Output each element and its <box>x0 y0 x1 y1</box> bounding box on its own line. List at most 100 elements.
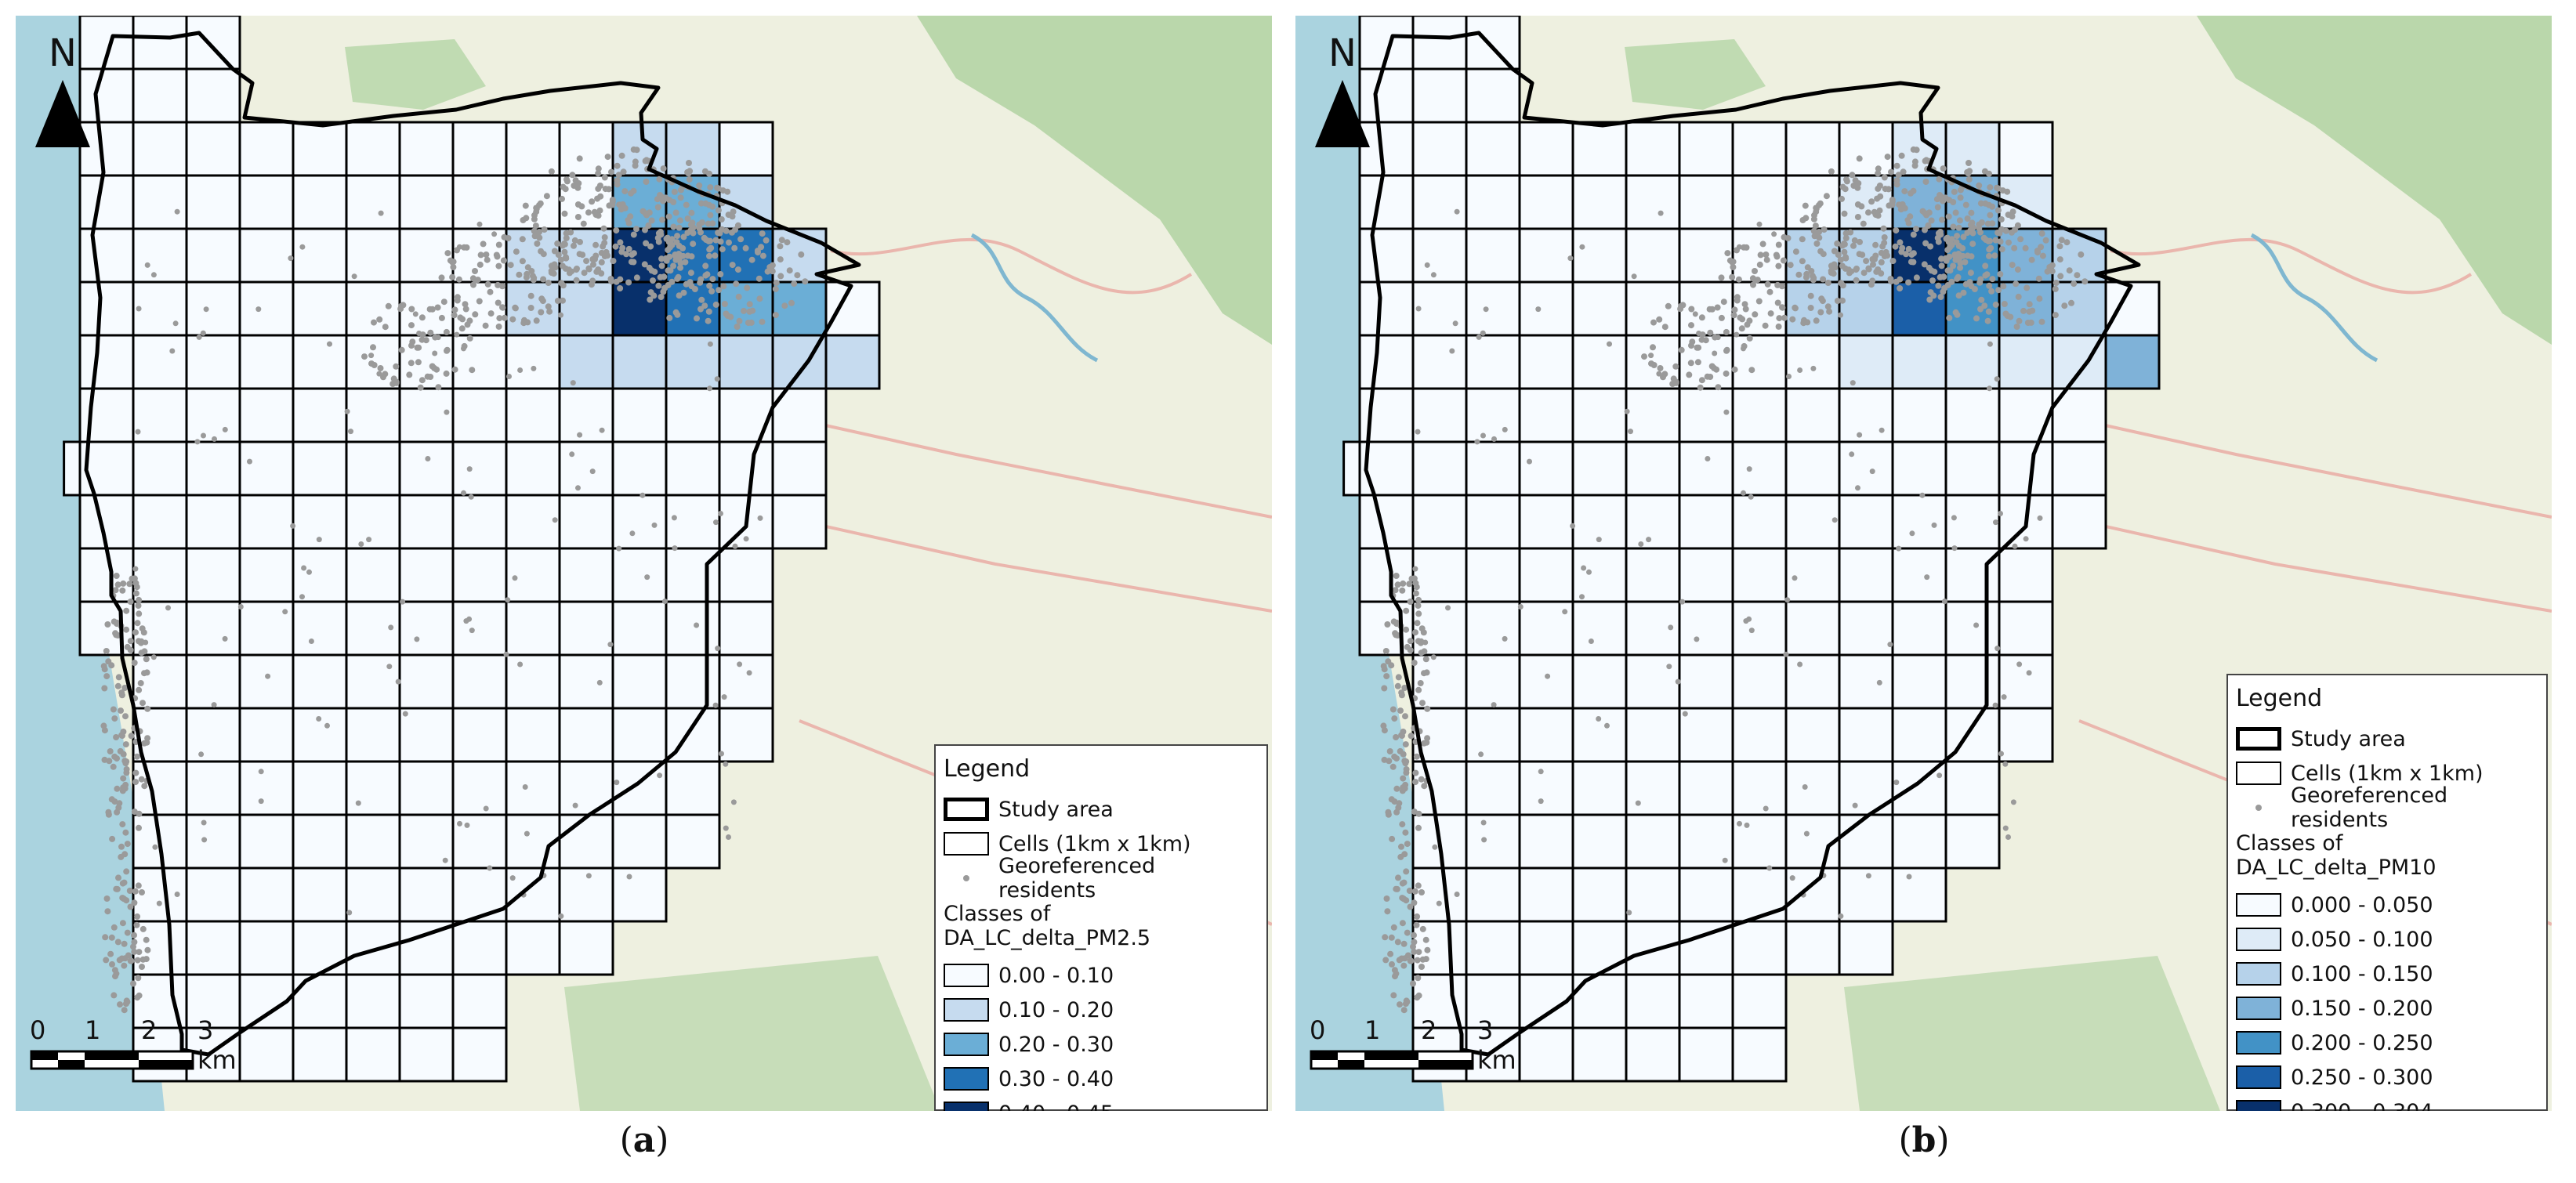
resident-dot <box>642 157 649 165</box>
resident-dot <box>552 517 558 523</box>
resident-dot <box>1759 241 1766 248</box>
resident-dot <box>1414 913 1421 920</box>
legend-label: Cells (1km x 1km) <box>998 831 1191 856</box>
resident-dot <box>676 292 683 299</box>
resident-dot <box>139 925 147 932</box>
resident-dot <box>1424 262 1430 268</box>
resident-dot <box>1881 240 1888 247</box>
grid-cell <box>1518 547 1574 603</box>
resident-dot <box>1998 216 2005 222</box>
resident-dot <box>144 705 151 712</box>
resident-dot <box>1954 233 1961 240</box>
grid-cell <box>1731 866 1788 923</box>
resident-dot <box>1878 259 1885 266</box>
grid-cell <box>1838 547 1894 603</box>
resident-dot <box>1803 830 1810 837</box>
resident-dot <box>734 324 741 330</box>
resident-dot <box>569 268 575 274</box>
resident-dot <box>697 276 705 283</box>
grid-cell <box>505 760 561 816</box>
grid-cell <box>185 600 241 657</box>
resident-dot <box>1686 371 1693 378</box>
resident-dot <box>719 751 724 757</box>
grid-cell <box>1518 920 1574 976</box>
resident-dot <box>647 243 654 250</box>
resident-dot <box>131 932 137 939</box>
resident-dot <box>119 587 126 594</box>
grid-cell <box>238 334 295 390</box>
resident-dot <box>1389 835 1396 842</box>
resident-dot <box>707 341 713 347</box>
legend-item-residents: Georeferenced residents <box>2236 783 2538 832</box>
resident-dot <box>466 466 473 472</box>
resident-dot <box>1987 184 1994 191</box>
resident-dot <box>121 685 129 691</box>
resident-dot <box>103 648 110 654</box>
resident-dot <box>709 220 716 227</box>
resident-dot <box>1698 336 1705 343</box>
resident-dot <box>757 515 763 521</box>
grid-cell <box>1944 547 2001 603</box>
grid-cell <box>1625 547 1681 603</box>
resident-dot <box>301 565 307 571</box>
grid-cell <box>824 280 881 337</box>
resident-dot <box>1396 957 1403 964</box>
grid-cell <box>1998 387 2054 443</box>
resident-dot <box>613 227 620 234</box>
resident-dot <box>165 605 171 611</box>
resident-dot <box>1474 439 1480 445</box>
resident-dot <box>1538 798 1544 805</box>
resident-dot <box>597 193 604 200</box>
resident-dot <box>1400 1007 1408 1014</box>
resident-dot <box>1535 306 1542 313</box>
resident-dot <box>648 267 655 274</box>
study-area-boundary <box>84 31 861 1057</box>
resident-dot <box>1752 311 1759 318</box>
resident-dot <box>1810 215 1817 222</box>
resident-dot <box>1969 230 1976 237</box>
resident-dot <box>1454 892 1460 897</box>
resident-dot <box>1388 662 1395 669</box>
forest-area <box>1625 39 1766 110</box>
resident-dot <box>623 251 630 258</box>
grid-cell <box>718 707 774 763</box>
resident-dot <box>696 182 703 189</box>
grid-cell <box>1411 760 1468 816</box>
resident-dot <box>150 654 157 660</box>
resident-dot <box>1698 314 1705 321</box>
grid-cell <box>1838 866 1894 923</box>
resident-dot <box>1635 800 1641 806</box>
resident-dot <box>414 636 420 642</box>
resident-dot <box>1741 345 1746 352</box>
resident-dot <box>615 172 622 179</box>
resident-dot <box>1407 957 1414 964</box>
resident-dot <box>690 230 697 237</box>
resident-dot <box>2013 324 2020 330</box>
resident-dot <box>1820 276 1827 283</box>
resident-dot <box>110 706 117 713</box>
resident-dot <box>1813 241 1821 247</box>
grid-cell <box>1944 813 2001 870</box>
resident-dot <box>1723 328 1730 335</box>
resident-dot <box>1973 315 1980 322</box>
resident-dot <box>141 740 148 747</box>
resident-dot <box>561 210 568 217</box>
resident-dot <box>778 237 785 244</box>
resident-dot <box>469 628 475 634</box>
resident-dot <box>121 895 128 903</box>
grid-cell <box>1838 280 1894 337</box>
resident-dot <box>643 240 650 247</box>
resident-dot <box>788 299 795 306</box>
class-item: 0.300 - 0.304 <box>2236 1094 2538 1111</box>
grid-cell <box>1891 707 1947 763</box>
resident-dot <box>1752 268 1758 274</box>
resident-dot <box>1388 796 1395 803</box>
resident-dot <box>131 575 138 582</box>
resident-dot <box>1413 921 1420 928</box>
grid-cell <box>1731 387 1788 443</box>
resident-dot <box>386 664 393 670</box>
resident-dot <box>574 214 582 220</box>
resident-dot <box>1908 259 1915 266</box>
grid-cell <box>1731 440 1788 497</box>
resident-dot <box>1927 243 1934 250</box>
